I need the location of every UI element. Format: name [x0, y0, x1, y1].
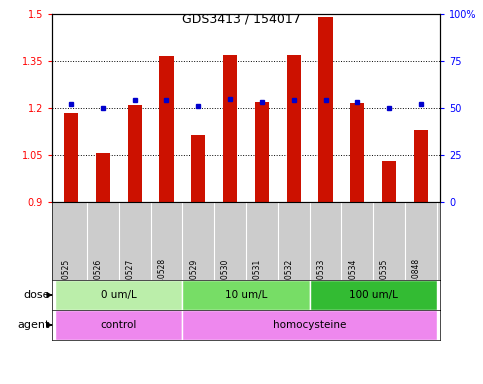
Bar [64, 113, 78, 202]
Bar [414, 130, 428, 202]
Text: dose: dose [23, 290, 50, 300]
Bar [55, 280, 183, 310]
Text: agent: agent [17, 320, 50, 330]
Bar [318, 17, 333, 202]
Text: 10 um/L: 10 um/L [225, 290, 267, 300]
Bar [191, 135, 205, 202]
Bar [183, 280, 310, 310]
Text: 0 um/L: 0 um/L [101, 290, 137, 300]
Bar [223, 55, 237, 202]
Bar [159, 56, 174, 202]
Text: 100 um/L: 100 um/L [349, 290, 398, 300]
Bar [128, 105, 142, 202]
Bar [382, 161, 396, 202]
Bar [55, 310, 183, 340]
Bar [183, 310, 437, 340]
Text: homocysteine: homocysteine [273, 320, 346, 330]
Bar [286, 55, 301, 202]
Text: control: control [100, 320, 137, 330]
Bar [96, 154, 110, 202]
Bar [255, 102, 269, 202]
Text: GDS3413 / 154017: GDS3413 / 154017 [182, 12, 301, 25]
Bar [310, 280, 437, 310]
Bar [350, 103, 365, 202]
